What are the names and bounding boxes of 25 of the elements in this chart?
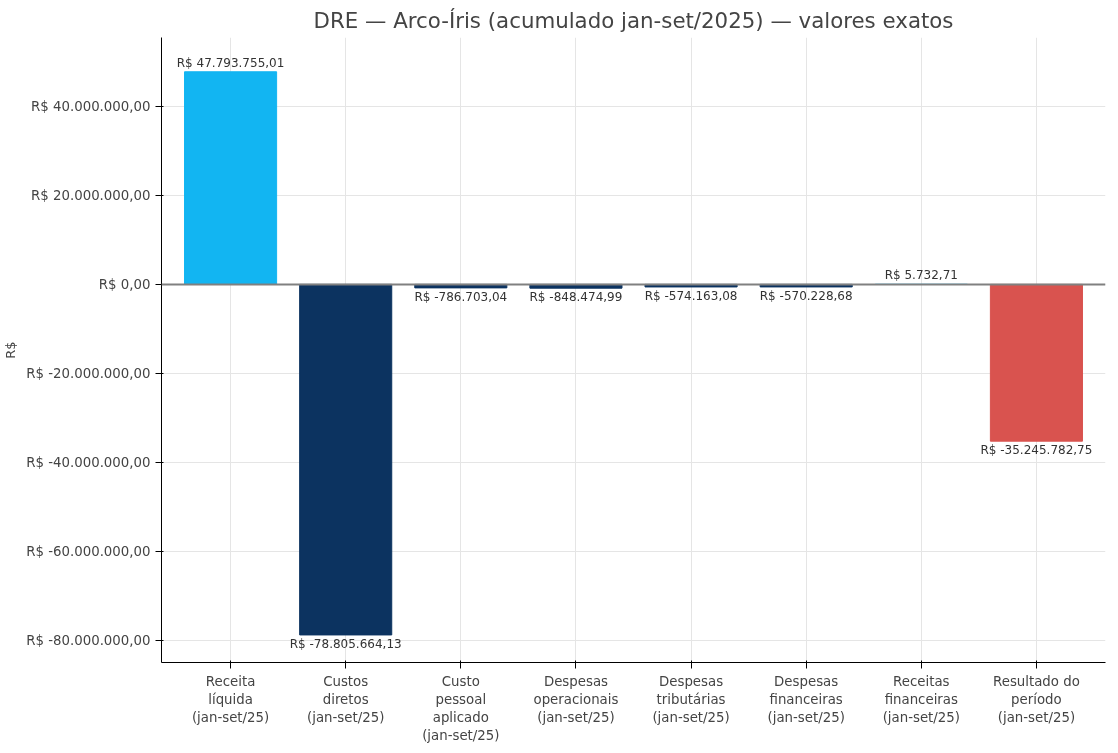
- data-label: R$ -78.805.664,13: [289, 636, 402, 651]
- y-tick-label: R$ -20.000.000,00: [26, 365, 151, 381]
- x-tick-label: Despesas financeiras (jan-set/25): [767, 673, 845, 725]
- data-label: R$ -570.228,68: [759, 288, 853, 303]
- x-tick-label: Despesas operacionais (jan-set/25): [533, 673, 619, 725]
- x-tick-label: Despesas tributárias (jan-set/25): [652, 673, 730, 725]
- data-label: R$ -35.245.782,75: [980, 443, 1093, 458]
- data-label: R$ 47.793.755,01: [176, 55, 285, 70]
- y-axis-title: R$: [3, 341, 19, 359]
- y-tick-label: R$ -60.000.000,00: [26, 543, 151, 559]
- y-tick-label: R$ -80.000.000,00: [26, 632, 151, 648]
- x-tick-label: Receita líquida (jan-set/25): [191, 673, 270, 725]
- x-tick-label: Resultado do período (jan-set/25): [993, 673, 1080, 725]
- data-label: R$ -848.474,99: [529, 290, 623, 305]
- data-label: R$ 5.732,71: [884, 268, 958, 283]
- data-label: R$ -786.703,04: [414, 289, 508, 304]
- y-tick-label: R$ 40.000.000,00: [31, 98, 151, 114]
- y-tick-label: R$ -40.000.000,00: [26, 454, 151, 470]
- chart-title: DRE — Arco-Íris (acumulado jan-set/2025) — valores exatos: [313, 7, 954, 33]
- data-label: R$ -574.163,08: [644, 288, 738, 303]
- x-tick-label: Receitas financeiras (jan-set/25): [882, 673, 960, 725]
- y-tick-label: R$ 20.000.000,00: [31, 187, 151, 203]
- y-tick-label: R$ 0,00: [98, 276, 151, 292]
- x-tick-label: Custos diretos (jan-set/25): [307, 673, 385, 725]
- x-tick-label: Custo pessoal aplicado (jan-set/25): [422, 673, 500, 743]
